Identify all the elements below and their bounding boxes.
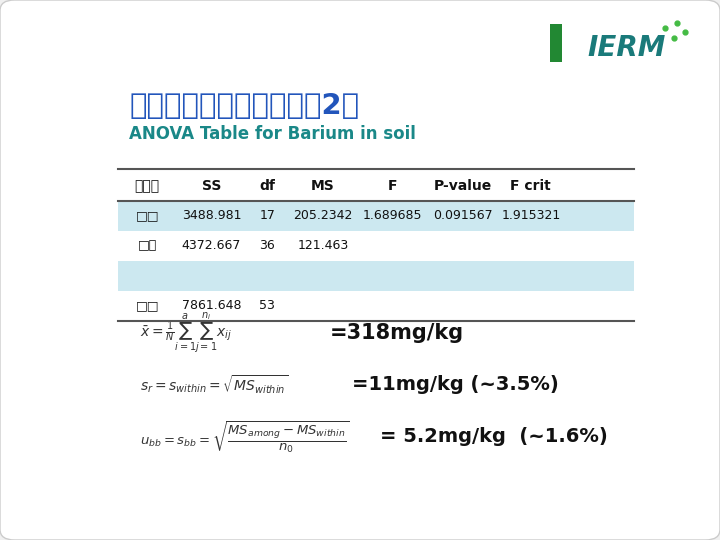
Text: 1.915321: 1.915321 bbox=[501, 209, 560, 222]
Text: 3488.981: 3488.981 bbox=[181, 209, 241, 222]
Text: $s_r = s_{within} = \sqrt{MS_{within}}$: $s_r = s_{within} = \sqrt{MS_{within}}$ bbox=[140, 374, 288, 396]
Bar bbox=[550, 24, 562, 62]
Text: MS: MS bbox=[311, 179, 335, 193]
Text: 土壤中钡的均匀性研究（2）: 土壤中钡的均匀性研究（2） bbox=[129, 92, 359, 120]
Text: 4372.667: 4372.667 bbox=[181, 239, 241, 252]
Text: F: F bbox=[388, 179, 397, 193]
Text: P-value: P-value bbox=[433, 179, 492, 193]
Text: ANOVA Table for Barium in soil: ANOVA Table for Barium in soil bbox=[129, 125, 416, 143]
Text: 205.2342: 205.2342 bbox=[293, 209, 353, 222]
Text: SS: SS bbox=[202, 179, 221, 193]
Text: 差异源: 差异源 bbox=[135, 179, 160, 193]
Text: =11mg/kg (~3.5%): =11mg/kg (~3.5%) bbox=[352, 375, 559, 394]
Text: □内: □内 bbox=[138, 239, 157, 252]
Text: df: df bbox=[259, 179, 275, 193]
Text: 0.091567: 0.091567 bbox=[433, 209, 492, 222]
Text: F crit: F crit bbox=[510, 179, 552, 193]
Text: 7861.648: 7861.648 bbox=[181, 299, 241, 312]
Text: □□: □□ bbox=[135, 209, 159, 222]
Bar bbox=[118, 201, 634, 231]
Bar bbox=[118, 261, 634, 291]
Text: $\bar{x} = \frac{1}{N}\sum_{i=1}^{a}\sum_{j=1}^{n_i} x_{ij}$: $\bar{x} = \frac{1}{N}\sum_{i=1}^{a}\sum… bbox=[140, 310, 232, 355]
Text: IERM: IERM bbox=[588, 33, 665, 62]
Text: 36: 36 bbox=[259, 239, 275, 252]
Text: 1.689685: 1.689685 bbox=[363, 209, 423, 222]
Text: $u_{bb} = s_{bb} = \sqrt{\dfrac{MS_{among} - MS_{within}}{n_0}}$: $u_{bb} = s_{bb} = \sqrt{\dfrac{MS_{amon… bbox=[140, 419, 350, 455]
Bar bbox=[118, 291, 634, 321]
Text: = 5.2mg/kg  (~1.6%): = 5.2mg/kg (~1.6%) bbox=[380, 428, 608, 447]
Text: 121.463: 121.463 bbox=[297, 239, 348, 252]
Bar bbox=[118, 231, 634, 261]
Text: 17: 17 bbox=[259, 209, 275, 222]
Text: □□: □□ bbox=[135, 299, 159, 312]
Text: =318mg/kg: =318mg/kg bbox=[330, 323, 464, 343]
Text: 53: 53 bbox=[259, 299, 275, 312]
